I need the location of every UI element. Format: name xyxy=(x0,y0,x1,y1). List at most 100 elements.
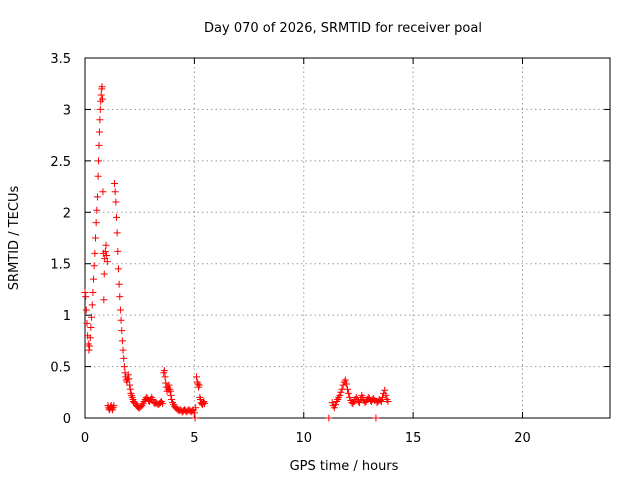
data-point xyxy=(95,141,103,149)
grid xyxy=(85,58,610,418)
y-tick-label: 0.5 xyxy=(50,361,71,376)
data-point xyxy=(346,393,354,401)
data-point xyxy=(167,391,175,399)
data-point xyxy=(100,296,108,304)
data-point xyxy=(325,414,333,422)
data-point xyxy=(96,105,104,113)
data-point xyxy=(337,388,345,396)
data-point xyxy=(193,373,201,381)
data-point xyxy=(83,319,91,327)
data-point xyxy=(92,219,100,227)
data-point xyxy=(331,401,339,409)
x-axis-title: GPS time / hours xyxy=(290,459,399,474)
data-point xyxy=(82,293,90,301)
x-tick-labels: 0 5 10 15 20 xyxy=(81,431,531,446)
data-point xyxy=(90,275,98,283)
y-tick-label: 0 xyxy=(63,412,71,427)
data-point xyxy=(120,363,128,371)
data-point xyxy=(98,83,106,91)
data-point xyxy=(377,398,385,406)
y-tick-label: 3 xyxy=(63,103,71,118)
data-point xyxy=(118,327,126,335)
data-point xyxy=(149,395,157,403)
data-point xyxy=(190,409,198,417)
data-point xyxy=(165,381,173,389)
data-point xyxy=(87,323,95,331)
x-tick-label: 10 xyxy=(295,431,312,446)
data-point xyxy=(86,334,94,342)
data-point xyxy=(192,404,200,412)
data-point xyxy=(168,395,176,403)
data-point xyxy=(88,313,96,321)
data-point xyxy=(191,414,199,422)
x-tick-label: 0 xyxy=(81,431,89,446)
data-point xyxy=(112,198,120,206)
y-axis-title: SRMTID / TECUs xyxy=(7,186,22,291)
x-tick-label: 20 xyxy=(514,431,531,446)
data-point xyxy=(125,375,133,383)
axis-ticks xyxy=(84,57,610,419)
data-point xyxy=(114,265,122,273)
data-point xyxy=(93,193,101,201)
data-point xyxy=(166,387,174,395)
y-tick-label: 2 xyxy=(63,206,71,221)
data-point xyxy=(161,373,169,381)
data-point xyxy=(85,346,93,354)
data-point xyxy=(111,179,119,187)
data-point xyxy=(88,301,96,309)
data-point xyxy=(118,337,126,345)
data-point xyxy=(116,293,124,301)
data-point xyxy=(344,385,351,393)
data-point xyxy=(90,262,98,270)
x-tick-label: 5 xyxy=(190,431,198,446)
data-point xyxy=(381,386,389,394)
data-point xyxy=(341,376,349,384)
y-tick-label: 1 xyxy=(63,309,71,324)
data-point xyxy=(114,247,122,255)
data-point xyxy=(113,229,121,237)
data-point xyxy=(115,280,123,288)
data-point xyxy=(200,400,208,408)
data-point xyxy=(102,241,110,249)
data-point xyxy=(86,342,94,350)
data-point xyxy=(92,234,99,242)
data-point xyxy=(159,400,167,408)
data-markers xyxy=(81,83,392,422)
data-point xyxy=(89,289,97,297)
data-point xyxy=(126,385,134,393)
data-point xyxy=(96,116,104,124)
data-point xyxy=(119,346,127,354)
y-tick-labels: 0 0.5 1 1.5 2 2.5 3 3.5 xyxy=(50,52,71,427)
data-point xyxy=(99,95,106,103)
data-point xyxy=(94,172,102,180)
data-point xyxy=(103,251,111,259)
data-point xyxy=(82,306,90,314)
data-point xyxy=(113,213,120,221)
data-point xyxy=(81,289,89,297)
data-point xyxy=(91,249,99,257)
data-point xyxy=(330,404,338,412)
data-point xyxy=(126,381,134,389)
data-point xyxy=(111,188,119,196)
data-point xyxy=(339,381,347,389)
y-tick-label: 3.5 xyxy=(50,52,71,67)
data-point xyxy=(345,389,353,397)
data-point xyxy=(117,316,125,324)
data-point xyxy=(120,354,128,362)
data-point xyxy=(103,258,111,266)
data-point xyxy=(382,391,390,399)
data-point xyxy=(99,188,107,196)
data-point xyxy=(116,306,124,314)
chart-title: Day 070 of 2026, SRMTID for receiver poa… xyxy=(204,21,482,36)
data-point xyxy=(199,399,207,407)
data-point xyxy=(336,391,344,399)
x-tick-label: 15 xyxy=(405,431,422,446)
data-point xyxy=(97,91,105,99)
data-point xyxy=(110,402,118,410)
data-point xyxy=(124,371,132,379)
data-point xyxy=(95,128,103,136)
data-point xyxy=(100,270,108,278)
plot-frame xyxy=(84,57,611,419)
y-tick-label: 2.5 xyxy=(50,155,71,170)
